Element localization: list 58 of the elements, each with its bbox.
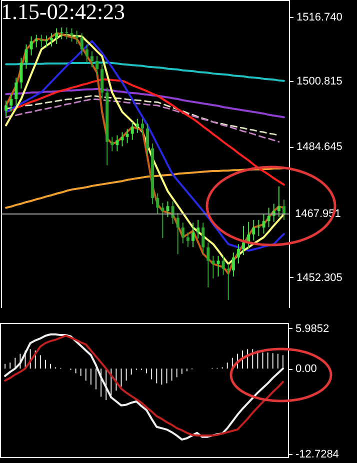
candlestick: [202, 222, 205, 254]
candlestick: [186, 232, 190, 248]
candlestick: [20, 57, 23, 90]
candlestick: [216, 255, 220, 277]
candlestick: [24, 44, 28, 70]
candlestick: [252, 219, 256, 241]
y-tick-label: 1484.645: [296, 141, 342, 154]
candlestick: [96, 56, 98, 76]
line-series: [5, 167, 285, 209]
candlestick: [140, 118, 144, 136]
candlestick: [156, 192, 160, 214]
candlestick: [166, 200, 170, 218]
candlestick: [196, 219, 200, 239]
candlestick: [161, 202, 164, 239]
candlestick: [14, 77, 18, 106]
candlestick: [75, 30, 78, 45]
candlestick: [222, 255, 225, 276]
candlestick: [50, 32, 54, 47]
candlestick: [176, 212, 180, 255]
candlestick: [30, 36, 33, 56]
chart-title: 1.15-02:42:23: [1, 0, 126, 24]
candlestick: [206, 242, 210, 288]
candlestick: [70, 28, 74, 42]
candlestick: [267, 207, 270, 228]
y-tick-label: -12.7284: [296, 448, 339, 460]
candlestick: [110, 136, 114, 152]
candlestick: [100, 64, 104, 100]
candlestick: [10, 94, 13, 112]
candlestick: [192, 222, 194, 248]
candlestick: [85, 44, 88, 63]
candlestick: [80, 32, 84, 56]
candlestick: [232, 252, 235, 277]
candlestick: [126, 128, 129, 144]
y-tick-label: 1452.305: [296, 272, 342, 284]
candlestick: [146, 123, 150, 155]
candlestick: [55, 28, 58, 45]
candlestick: [34, 34, 38, 48]
y-tick-label: 0.00: [296, 363, 317, 376]
candlestick: [130, 122, 134, 140]
y-tick-label: 1516.740: [296, 11, 342, 24]
candlestick: [116, 134, 119, 152]
line-series: [5, 98, 280, 143]
candlestick: [120, 132, 124, 147]
candlestick: [4, 100, 8, 118]
y-tick-label: 1500.815: [296, 76, 342, 88]
candlestick: [136, 118, 139, 134]
candlestick: [262, 213, 266, 234]
candlestick: [212, 255, 215, 279]
candlestick: [40, 34, 43, 48]
candlestick: [236, 244, 240, 264]
candlestick: [181, 222, 184, 244]
candlestick: [171, 200, 174, 224]
candlestick: [242, 225, 246, 256]
candlestick: [277, 186, 280, 218]
candlestick: [90, 50, 94, 68]
y-tick-label: 5.9852: [296, 322, 330, 335]
candlestick: [226, 263, 230, 300]
candlestick: [282, 199, 286, 220]
